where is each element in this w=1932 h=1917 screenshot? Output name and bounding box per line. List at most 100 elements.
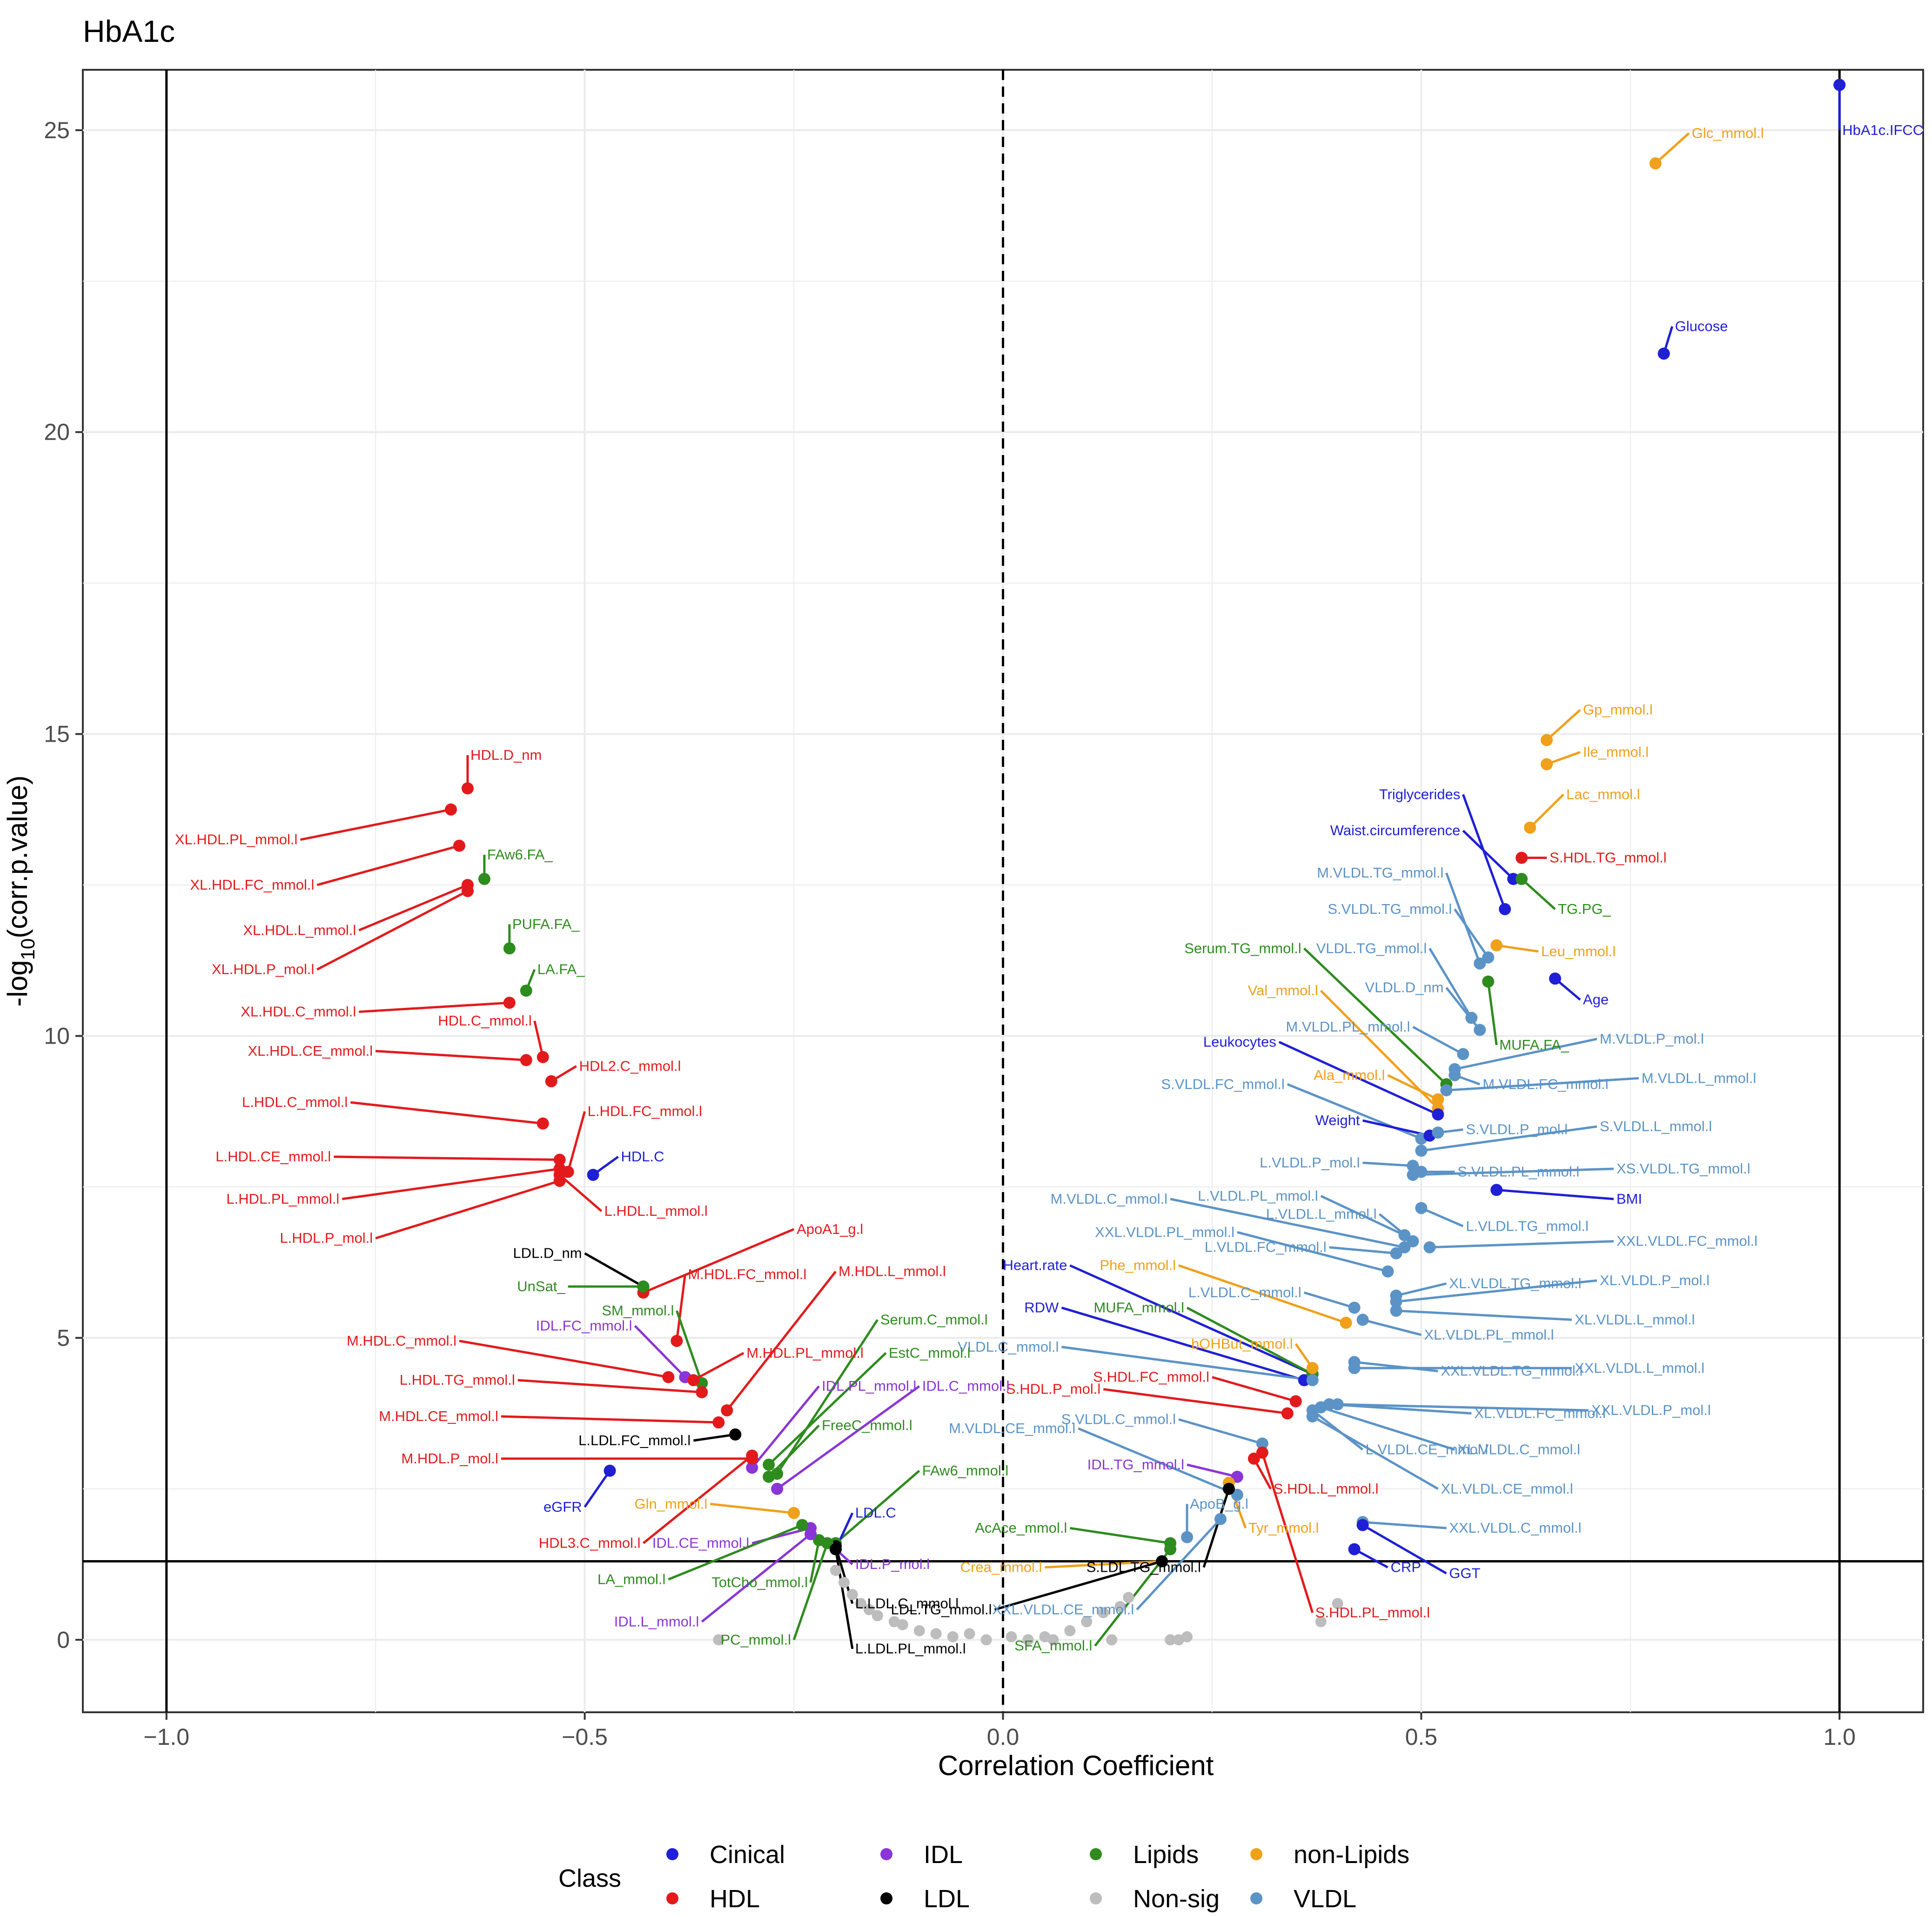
point-ldl bbox=[729, 1428, 742, 1441]
point-label: Val_mmol.l bbox=[1248, 982, 1318, 999]
connector bbox=[1421, 1207, 1464, 1227]
point-label: Phe_mmol.l bbox=[1100, 1257, 1176, 1274]
label-connectors bbox=[300, 85, 1841, 1649]
point-lipids bbox=[763, 1470, 775, 1483]
point-vldl bbox=[1390, 1304, 1402, 1317]
point-vldl bbox=[1356, 1314, 1369, 1326]
connector bbox=[1421, 1125, 1597, 1152]
point-hdl bbox=[746, 1449, 758, 1462]
connector bbox=[634, 1325, 686, 1378]
connector bbox=[300, 808, 451, 841]
point-label: HDL.C bbox=[621, 1148, 664, 1165]
connector bbox=[1445, 872, 1481, 964]
connector bbox=[1136, 1518, 1221, 1611]
point-nonsig bbox=[980, 1634, 992, 1646]
point-hdl bbox=[1248, 1452, 1260, 1465]
connector bbox=[1413, 1167, 1614, 1176]
point-label: Gln_mmol.l bbox=[635, 1495, 708, 1512]
point-lipids bbox=[478, 873, 490, 885]
connector bbox=[359, 1001, 510, 1013]
y-axis-title-part3: (corr.p.value) bbox=[2, 776, 33, 938]
point-nonsig bbox=[1332, 1598, 1343, 1609]
point-label: TotCho_mmol.l bbox=[711, 1574, 808, 1590]
connector bbox=[567, 1111, 586, 1173]
x-tick-label: 0.5 bbox=[1405, 1724, 1438, 1750]
point-hdl bbox=[696, 1386, 708, 1399]
connector bbox=[1429, 948, 1473, 1019]
point-label: L.VLDL.CE_mmol.l bbox=[1366, 1441, 1489, 1457]
point-label: XXL.VLDL.FC_mmol.l bbox=[1617, 1233, 1758, 1249]
connector bbox=[1387, 1074, 1439, 1100]
point-label: Serum.TG_mmol.l bbox=[1184, 940, 1301, 956]
point-label: M.HDL.CE_mmol.l bbox=[379, 1408, 498, 1424]
point-label: HDL3.C_mmol.l bbox=[539, 1535, 641, 1551]
point-hdl bbox=[453, 839, 465, 852]
x-tick-label: −0.5 bbox=[562, 1724, 608, 1750]
point-label: M.VLDL.FC_mmol.l bbox=[1483, 1076, 1608, 1092]
point-vldl bbox=[1390, 1247, 1402, 1260]
point-idl bbox=[771, 1482, 784, 1495]
point-lipids bbox=[1482, 975, 1495, 988]
point-label: HDL2.C_mmol.l bbox=[579, 1058, 681, 1074]
x-tick-label: 1.0 bbox=[1823, 1724, 1856, 1750]
point-label: XL.VLDL.P_mol.l bbox=[1600, 1272, 1710, 1288]
legend: Class Cinical HDL IDL LDL Lipids Non-sig non-L… bbox=[558, 1841, 1409, 1913]
point-non-lipids bbox=[1541, 734, 1553, 746]
connector bbox=[1261, 1452, 1314, 1613]
point-label: Lac_mmol.l bbox=[1566, 786, 1640, 802]
point-label: Leu_mmol.l bbox=[1541, 943, 1616, 959]
point-vldl bbox=[1306, 1410, 1319, 1423]
connector bbox=[1362, 1521, 1447, 1529]
point-vldl bbox=[1348, 1301, 1361, 1314]
point-cinical bbox=[1657, 347, 1670, 360]
chart-title: HbA1c bbox=[83, 14, 175, 48]
point-label: PUFA.FA_ bbox=[512, 916, 580, 932]
y-axis-title-subscript: 10 bbox=[17, 938, 39, 960]
connector bbox=[1069, 1264, 1313, 1375]
connector bbox=[1329, 1246, 1396, 1255]
point-label: L.HDL.L_mmol.l bbox=[604, 1203, 708, 1219]
connector bbox=[1337, 1403, 1589, 1412]
legend-label: Non-sig bbox=[1133, 1885, 1220, 1913]
point-hdl bbox=[537, 1051, 549, 1063]
point-ldl bbox=[1222, 1482, 1235, 1495]
point-label: M.VLDL.CE_mmol.l bbox=[949, 1420, 1075, 1436]
point-label: MUFA_mmol.l bbox=[1093, 1299, 1184, 1315]
y-tick-label: 5 bbox=[57, 1325, 70, 1351]
connector bbox=[1103, 1388, 1288, 1415]
connector bbox=[1178, 1418, 1263, 1445]
point-label: Weight bbox=[1315, 1112, 1360, 1128]
point-label: XL.HDL.L_mmol.l bbox=[243, 922, 356, 938]
point-label: Age bbox=[1583, 992, 1609, 1008]
connector bbox=[350, 1101, 543, 1125]
point-nonsig bbox=[964, 1628, 975, 1640]
point-label: HDL.D_nm bbox=[470, 747, 542, 763]
point-label: L.VLDL.P_mol.l bbox=[1260, 1154, 1360, 1171]
point-hdl bbox=[662, 1371, 675, 1383]
point-label: LDL.D_nm bbox=[513, 1245, 582, 1261]
point-nonsig bbox=[930, 1628, 942, 1640]
y-axis-title: -log10(corr.p.value) bbox=[2, 776, 39, 1007]
point-cinical bbox=[1507, 873, 1520, 885]
point-lipids bbox=[503, 942, 516, 955]
x-axis-title: Correlation Coefficient bbox=[938, 1750, 1214, 1781]
point-label: S.HDL.TG_mmol.l bbox=[1550, 850, 1666, 866]
point-label: FreeC_mmol.l bbox=[822, 1417, 912, 1434]
connector bbox=[1412, 1026, 1464, 1055]
x-tick-label: −1.0 bbox=[143, 1724, 189, 1750]
point-label: M.HDL.FC_mmol.l bbox=[688, 1266, 806, 1282]
point-label: Triglycerides bbox=[1379, 786, 1461, 802]
point-vldl bbox=[1231, 1488, 1243, 1501]
point-label: XL.HDL.C_mmol.l bbox=[241, 1004, 356, 1020]
connector bbox=[1362, 1319, 1422, 1336]
connector bbox=[751, 1385, 820, 1468]
legend-label: IDL bbox=[924, 1841, 963, 1869]
point-hdl bbox=[671, 1334, 683, 1347]
connector bbox=[1237, 1231, 1389, 1273]
point-label: S.HDL.L_mmol.l bbox=[1274, 1481, 1379, 1497]
point-label: S.VLDL.L_mmol.l bbox=[1600, 1118, 1712, 1134]
point-vldl bbox=[1306, 1374, 1319, 1387]
point-vldl bbox=[1432, 1126, 1444, 1139]
legend-swatch bbox=[880, 1848, 892, 1860]
point-labels: HbA1c.IFCC Glc_mmol.l Glucose Gp_mmol.l Ile_… bbox=[175, 122, 1923, 1657]
